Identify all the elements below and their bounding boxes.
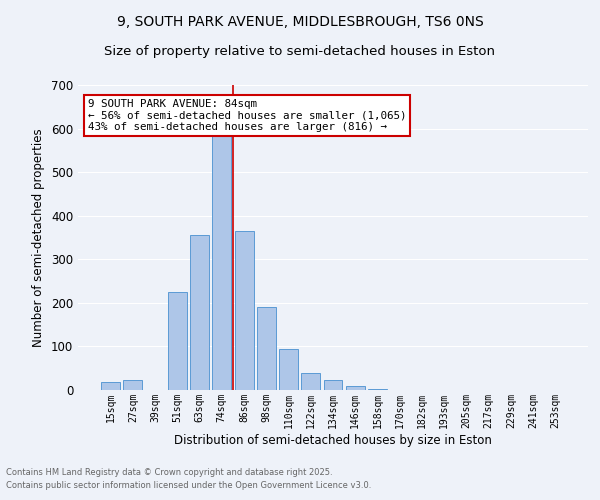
Bar: [190, 236, 209, 390]
Text: Contains HM Land Registry data © Crown copyright and database right 2025.: Contains HM Land Registry data © Crown c…: [6, 468, 332, 477]
Bar: [257, 307, 276, 390]
Bar: [168, 292, 187, 390]
Text: Size of property relative to semi-detached houses in Eston: Size of property relative to semi-detach…: [104, 45, 496, 58]
Bar: [279, 348, 298, 390]
Bar: [323, 380, 343, 390]
Text: 9 SOUTH PARK AVENUE: 84sqm
← 56% of semi-detached houses are smaller (1,065)
43%: 9 SOUTH PARK AVENUE: 84sqm ← 56% of semi…: [88, 98, 407, 132]
Y-axis label: Number of semi-detached properties: Number of semi-detached properties: [32, 128, 46, 347]
Text: 9, SOUTH PARK AVENUE, MIDDLESBROUGH, TS6 0NS: 9, SOUTH PARK AVENUE, MIDDLESBROUGH, TS6…: [116, 15, 484, 29]
Bar: [212, 133, 231, 390]
Bar: [101, 382, 120, 390]
Bar: [301, 372, 320, 390]
Text: Contains public sector information licensed under the Open Government Licence v3: Contains public sector information licen…: [6, 480, 371, 490]
Bar: [346, 386, 365, 390]
Bar: [368, 388, 387, 390]
X-axis label: Distribution of semi-detached houses by size in Eston: Distribution of semi-detached houses by …: [174, 434, 492, 446]
Bar: [235, 231, 254, 390]
Bar: [124, 380, 142, 390]
